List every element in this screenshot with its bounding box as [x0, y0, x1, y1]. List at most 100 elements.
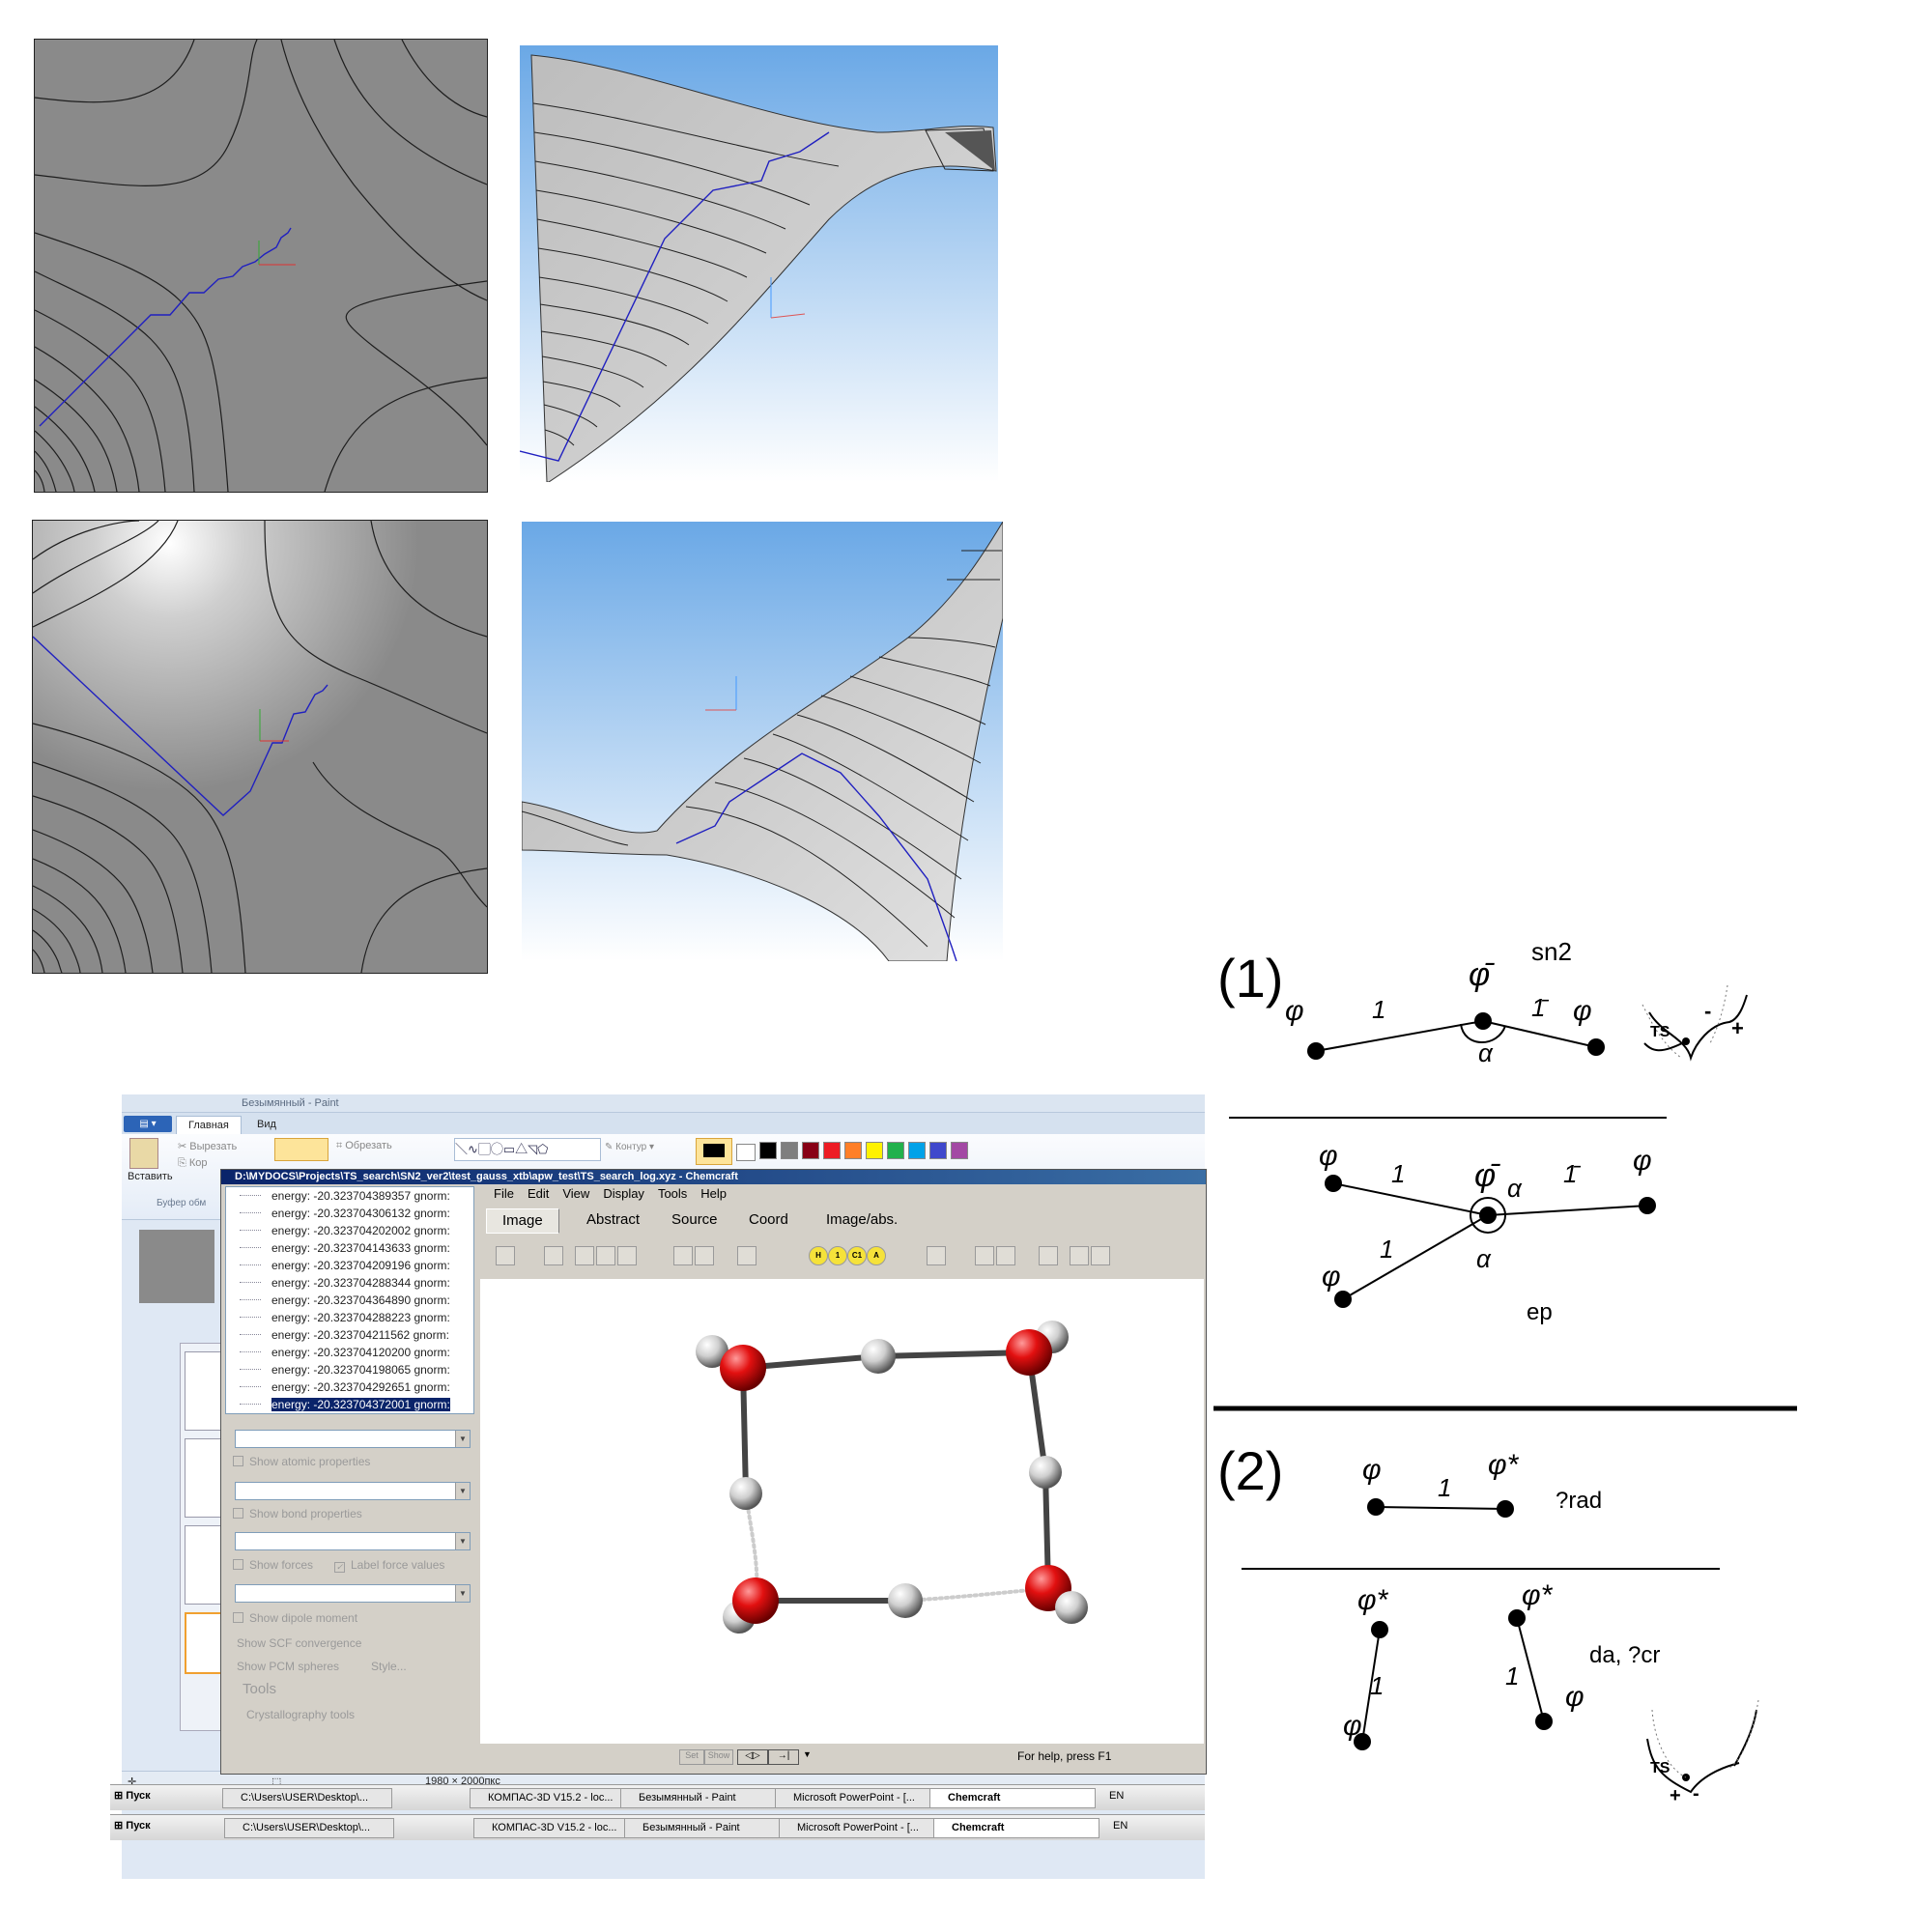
step-forward-button[interactable]: →| — [768, 1749, 799, 1765]
palette-swatch[interactable] — [929, 1142, 947, 1159]
atom-o1[interactable] — [720, 1345, 766, 1391]
show-atomic-checkbox[interactable]: Show atomic properties — [233, 1455, 370, 1468]
energy-list[interactable]: energy: -20.323704389357 gnorm: energy: -… — [225, 1186, 474, 1414]
palette-swatch[interactable] — [951, 1142, 968, 1159]
energy-list-item[interactable]: energy: -20.323704211562 gnorm: — [226, 1326, 473, 1344]
contour-button[interactable]: ✎ Контур ▾ — [605, 1142, 655, 1152]
palette-swatch[interactable] — [908, 1142, 926, 1159]
tab-view[interactable]: Вид — [257, 1119, 276, 1130]
menu-item-display[interactable]: Display — [603, 1186, 644, 1201]
palette-swatch[interactable] — [866, 1142, 883, 1159]
add-icon[interactable] — [1091, 1246, 1110, 1265]
crop-button[interactable]: ⌗ Обрезать — [336, 1140, 392, 1151]
paint-menu-button[interactable]: ▤ ▾ — [124, 1116, 172, 1132]
taskbar-paint-2[interactable]: Безымянный - Paint — [624, 1818, 790, 1838]
atom-h5[interactable] — [729, 1477, 762, 1510]
scf-convergence-button[interactable]: Show SCF convergence — [237, 1636, 362, 1650]
menu-item-tools[interactable]: Tools — [657, 1186, 688, 1201]
copy-button[interactable]: ⎘ Кор — [178, 1157, 208, 1169]
atom-h4[interactable] — [1029, 1456, 1062, 1489]
atom-o3[interactable] — [732, 1577, 779, 1624]
energy-list-item[interactable]: energy: -20.323704372001 gnorm: — [226, 1396, 473, 1413]
measure-icon[interactable] — [927, 1246, 946, 1265]
molecule-view[interactable] — [480, 1279, 1204, 1744]
axis-icon[interactable] — [737, 1246, 757, 1265]
tab-home[interactable]: Главная — [176, 1116, 242, 1135]
tool-icon-a[interactable] — [575, 1246, 594, 1265]
property-combo-2[interactable]: ▼ — [235, 1482, 471, 1500]
energy-list-item[interactable]: energy: -20.323704288223 gnorm: — [226, 1309, 473, 1326]
label-button[interactable]: 1 — [828, 1246, 847, 1265]
box-icon-2[interactable] — [996, 1246, 1015, 1265]
taskbar-powerpoint[interactable]: Microsoft PowerPoint - [... — [775, 1788, 941, 1808]
language-indicator-2[interactable]: EN — [1113, 1820, 1128, 1832]
tool-icon-c[interactable] — [617, 1246, 637, 1265]
atom-h3[interactable] — [861, 1339, 896, 1374]
zoom-icon[interactable] — [1039, 1246, 1058, 1265]
taskbar-powerpoint-2[interactable]: Microsoft PowerPoint - [... — [779, 1818, 945, 1838]
language-indicator[interactable]: EN — [1109, 1790, 1125, 1802]
taskbar-explorer[interactable]: C:\Users\USER\Desktop\... — [222, 1788, 392, 1808]
palette-swatch[interactable] — [887, 1142, 904, 1159]
taskbar-chemcraft-2[interactable]: Chemcraft — [933, 1818, 1099, 1838]
label-force-checkbox[interactable]: ✓ Label force values — [334, 1558, 445, 1573]
fit-icon[interactable] — [673, 1246, 693, 1265]
property-combo-3[interactable]: ▼ — [235, 1532, 471, 1550]
taskbar-chemcraft[interactable]: Chemcraft — [929, 1788, 1096, 1808]
menu-item-file[interactable]: File — [494, 1186, 514, 1201]
energy-list-item[interactable]: energy: -20.323704306132 gnorm: — [226, 1205, 473, 1222]
color1-button[interactable] — [696, 1138, 732, 1165]
tab-abstract[interactable]: Abstract — [586, 1211, 641, 1228]
atom-h1[interactable] — [696, 1335, 728, 1368]
cut-button[interactable]: ✂ Вырезать — [178, 1141, 238, 1152]
atom-h8[interactable] — [1055, 1591, 1088, 1624]
taskbar-explorer-2[interactable]: C:\Users\USER\Desktop\... — [224, 1818, 394, 1838]
paste-icon[interactable] — [129, 1138, 158, 1169]
tab-image[interactable]: Image — [486, 1208, 559, 1234]
rotate-icon[interactable] — [544, 1246, 563, 1265]
dropdown-arrow-icon[interactable]: ▼ — [803, 1749, 812, 1759]
palette-swatch[interactable] — [781, 1142, 798, 1159]
show-dipole-checkbox[interactable]: Show dipole moment — [233, 1611, 357, 1625]
show-button[interactable]: Show — [704, 1749, 733, 1765]
tab-source[interactable]: Source — [671, 1211, 718, 1228]
crystallography-button[interactable]: Crystallography tools — [246, 1708, 356, 1721]
tab-coord[interactable]: Coord — [749, 1211, 788, 1228]
style-button[interactable]: Style... — [371, 1660, 407, 1673]
step-back-button[interactable]: ◁▷ — [737, 1749, 768, 1765]
atom-h7[interactable] — [888, 1583, 923, 1618]
show-bond-checkbox[interactable]: Show bond properties — [233, 1507, 362, 1520]
camera-icon[interactable] — [496, 1246, 515, 1265]
show-forces-checkbox[interactable]: Show forces — [233, 1558, 313, 1572]
menu-item-view[interactable]: View — [562, 1186, 590, 1201]
start-button-2[interactable]: ⊞ Пуск — [114, 1820, 151, 1832]
start-button[interactable]: ⊞ Пуск — [114, 1790, 151, 1802]
paste-button[interactable]: Вставить — [128, 1171, 173, 1182]
energy-list-item[interactable]: energy: -20.323704288344 gnorm: — [226, 1274, 473, 1292]
energy-list-item[interactable]: energy: -20.323704364890 gnorm: — [226, 1292, 473, 1309]
energy-list-item[interactable]: energy: -20.323704292651 gnorm: — [226, 1378, 473, 1396]
energy-list-item[interactable]: energy: -20.323704202002 gnorm: — [226, 1222, 473, 1239]
taskbar-paint[interactable]: Безымянный - Paint — [620, 1788, 786, 1808]
menu-item-help[interactable]: Help — [700, 1186, 728, 1201]
set-button[interactable]: Set — [679, 1749, 704, 1765]
energy-list-item[interactable]: energy: -20.323704120200 gnorm: — [226, 1344, 473, 1361]
refresh-icon[interactable] — [695, 1246, 714, 1265]
palette-swatch[interactable] — [844, 1142, 862, 1159]
palette-swatch[interactable] — [759, 1142, 777, 1159]
property-combo-1[interactable]: ▼ — [235, 1430, 471, 1448]
energy-list-item[interactable]: energy: -20.323704143633 gnorm: — [226, 1239, 473, 1257]
select-button[interactable] — [274, 1138, 328, 1161]
pcm-spheres-button[interactable]: Show PCM spheres — [237, 1660, 340, 1673]
shapes-gallery[interactable]: ＼∿▢◯▭△◹⬠ — [454, 1138, 601, 1161]
tool-icon-b[interactable] — [596, 1246, 615, 1265]
energy-list-item[interactable]: energy: -20.323704209196 gnorm: — [226, 1257, 473, 1274]
tab-image-abs-[interactable]: Image/abs. — [826, 1211, 899, 1228]
energy-list-item[interactable]: energy: -20.323704198065 gnorm: — [226, 1361, 473, 1378]
box-icon-1[interactable] — [975, 1246, 994, 1265]
label-button[interactable]: C1 — [847, 1246, 867, 1265]
palette-swatch[interactable] — [802, 1142, 819, 1159]
label-button[interactable]: A — [867, 1246, 886, 1265]
property-combo-4[interactable]: ▼ — [235, 1584, 471, 1603]
palette-swatch[interactable] — [823, 1142, 841, 1159]
